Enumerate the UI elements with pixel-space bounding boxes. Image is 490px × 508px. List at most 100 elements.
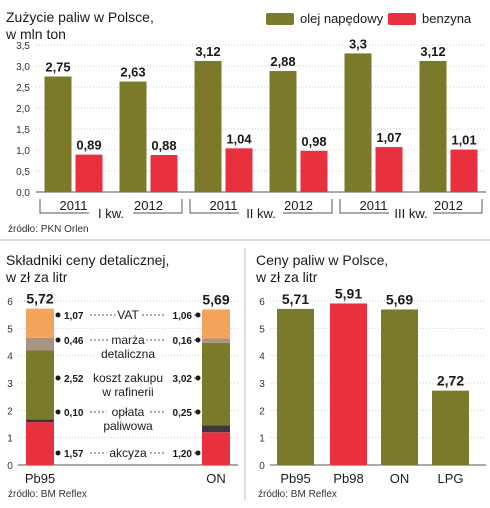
chart2-component-label: w rafinerii bbox=[101, 385, 153, 399]
chart3-ytick-label: 1 bbox=[259, 434, 265, 445]
chart3-x-tick-label: LPG bbox=[437, 471, 463, 486]
chart1-bar bbox=[119, 81, 147, 192]
chart2-connector-dot bbox=[55, 312, 61, 318]
chart2-label-bg bbox=[62, 308, 90, 321]
chart1-group-label-bg bbox=[239, 206, 283, 220]
chart2-component-label-bg bbox=[100, 419, 156, 433]
chart1-data-label: 1,07 bbox=[376, 130, 401, 145]
legend-swatch-petrol bbox=[388, 12, 416, 25]
chart2-label-bg bbox=[166, 333, 194, 346]
chart2-ytick-label: 3 bbox=[7, 379, 13, 390]
chart1-bar bbox=[75, 154, 103, 192]
chart1-bar bbox=[225, 148, 253, 192]
legend-label-petrol: benzyna bbox=[422, 11, 472, 26]
chart2-component-label: detaliczna bbox=[101, 347, 155, 361]
chart2-ytick-label: 4 bbox=[7, 352, 13, 363]
chart1-title: Zużycie paliw w Polsce, w mln ton bbox=[6, 9, 154, 43]
chart3-subtitle: w zł za litr bbox=[256, 269, 318, 285]
chart2-connector-dot bbox=[195, 450, 201, 456]
chart2-stack-segment bbox=[26, 419, 54, 423]
chart3-data-label: 2,72 bbox=[437, 373, 464, 389]
chart2-label-bg bbox=[166, 446, 194, 459]
chart2-stack-segment bbox=[26, 308, 54, 338]
chart2-component-label-bg bbox=[87, 371, 169, 385]
chart1-x-tick-label: 2012 bbox=[134, 198, 163, 213]
chart1-data-label: 3,3 bbox=[349, 36, 367, 51]
chart2-stack-segment bbox=[202, 425, 230, 433]
chart3-x-tick-label: ON bbox=[390, 471, 410, 486]
chart2-component-label-bg bbox=[106, 446, 150, 460]
chart3-data-label: 5,71 bbox=[282, 291, 309, 307]
chart2-value-left: 0,46 bbox=[64, 336, 84, 347]
chart1-x-tick-label: 2011 bbox=[60, 198, 88, 213]
chart1-ytick-label: 2,5 bbox=[16, 83, 30, 94]
chart1-data-label: 2,75 bbox=[45, 60, 70, 75]
chart2-stack-segment bbox=[202, 432, 230, 465]
chart1-x-tick-label: 2011 bbox=[210, 198, 238, 213]
chart1-ytick-label: 0,0 bbox=[16, 188, 30, 199]
chart2-total-label: 5,72 bbox=[26, 291, 53, 307]
chart2-ytick-label: 6 bbox=[7, 297, 13, 308]
chart1-bar bbox=[375, 147, 403, 192]
chart3-bar bbox=[330, 303, 367, 465]
chart2-stack-segment bbox=[202, 342, 230, 426]
chart2-source: źródło: BM Reflex bbox=[8, 489, 87, 500]
chart2-value-left: 0,10 bbox=[64, 408, 84, 419]
chart3-ytick-label: 4 bbox=[259, 352, 265, 363]
chart3-title-line1: Ceny paliw w Polsce, bbox=[256, 252, 389, 268]
chart1-bar bbox=[269, 71, 297, 192]
chart2-value-right: 1,20 bbox=[173, 449, 193, 460]
chart3-ytick-label: 2 bbox=[259, 406, 265, 417]
chart3-source: źródło: BM Reflex bbox=[258, 489, 337, 500]
chart2-subtitle: w zł za litr bbox=[6, 269, 68, 285]
chart2-value-right: 0,16 bbox=[173, 336, 193, 347]
chart2-x-tick-label: ON bbox=[206, 471, 226, 486]
chart1-bar bbox=[419, 60, 447, 193]
chart1-bar bbox=[300, 150, 328, 192]
chart1-source: źródło: PKN Orlen bbox=[8, 224, 89, 235]
chart3-x-tick-label: Pb95 bbox=[280, 471, 310, 486]
chart2-connector-dot bbox=[195, 337, 201, 343]
chart2-title: Składniki ceny detalicznej, w zł za litr bbox=[6, 252, 169, 286]
chart2-value-left: 1,57 bbox=[64, 449, 84, 460]
chart1-group-label-bg bbox=[89, 206, 133, 220]
chart2-label-bg bbox=[62, 371, 90, 384]
chart2-stack-segment bbox=[26, 337, 54, 351]
chart2-value-right: 1,06 bbox=[173, 311, 193, 322]
chart2-x-tick-label: Pb95 bbox=[25, 471, 55, 486]
chart2-component-label: marża bbox=[111, 333, 145, 347]
chart2-stack-segment bbox=[26, 422, 54, 465]
chart2-ytick-label: 1 bbox=[7, 434, 13, 445]
chart2-stack-segment bbox=[202, 338, 230, 343]
chart1-data-label: 0,89 bbox=[76, 138, 101, 153]
chart2-component-label: VAT bbox=[117, 308, 139, 322]
chart1-legend-diesel: olej napędowy bbox=[266, 11, 383, 26]
chart2-value-left: 2,52 bbox=[64, 374, 84, 385]
chart3-ytick-label: 3 bbox=[259, 379, 265, 390]
chart2-connector-dot bbox=[55, 409, 61, 415]
chart2-connector-dot bbox=[55, 450, 61, 456]
chart2-label-bg bbox=[166, 405, 194, 418]
chart3-ytick-label: 5 bbox=[259, 324, 265, 335]
chart1-data-label: 1,04 bbox=[226, 131, 252, 146]
chart2-component-label: koszt zakupu bbox=[93, 371, 163, 385]
chart1-subtitle: w mln ton bbox=[6, 26, 66, 42]
chart2-connector-dot bbox=[195, 375, 201, 381]
chart2-label-bg bbox=[62, 446, 90, 459]
chart1-data-label: 1,01 bbox=[451, 133, 476, 148]
legend-swatch-diesel bbox=[266, 12, 294, 25]
chart2-value-left: 1,07 bbox=[64, 311, 84, 322]
chart1-group-label: I kw. bbox=[98, 206, 124, 221]
chart1-ytick-label: 1,5 bbox=[16, 125, 30, 136]
chart3-x-tick-label: Pb98 bbox=[333, 471, 363, 486]
chart1-ytick-label: 0,5 bbox=[16, 167, 30, 178]
chart1-group-label: III kw. bbox=[394, 206, 427, 221]
chart2-label-bg bbox=[62, 333, 90, 346]
chart3-data-label: 5,69 bbox=[386, 291, 413, 307]
chart2-component-label: akcyza bbox=[109, 446, 147, 460]
chart1-ytick-label: 2,0 bbox=[16, 104, 30, 115]
chart2-ytick-label: 2 bbox=[7, 406, 13, 417]
chart2-value-right: 3,02 bbox=[173, 374, 193, 385]
chart1-x-tick-label: 2012 bbox=[434, 198, 463, 213]
